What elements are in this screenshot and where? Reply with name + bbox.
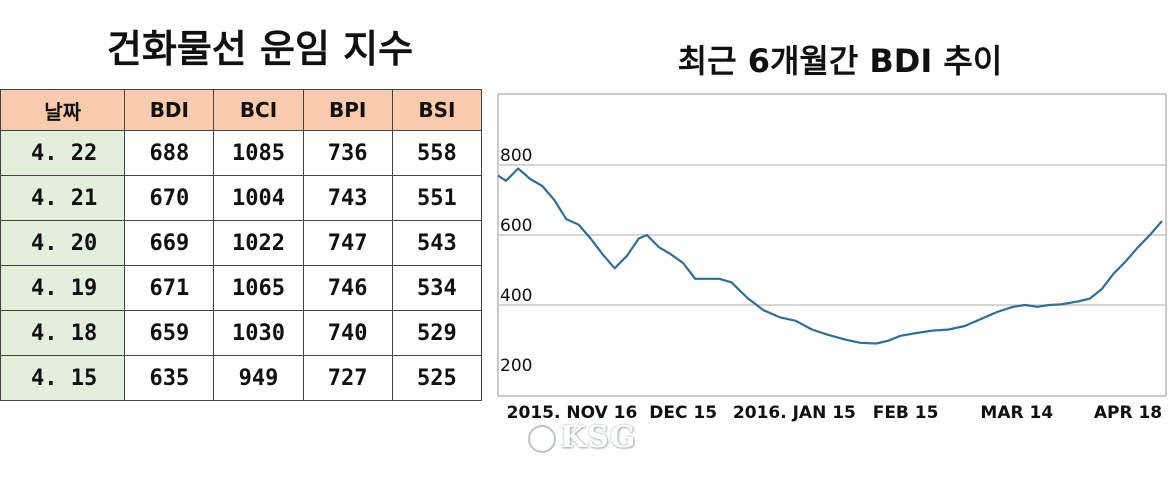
header-bsi: BSI: [391, 89, 483, 131]
x-tick-label: APR 18: [1094, 403, 1162, 423]
seal-icon: [528, 425, 556, 453]
bsi-cell: 543: [391, 220, 483, 266]
plot-frame: [497, 93, 1167, 397]
bci-cell: 1085: [213, 130, 304, 176]
y-tick-label: 600: [500, 216, 532, 236]
bdi-line-chart: 200 400 600 800 2015. NOV 16 DEC 15 2016. JAN…: [490, 90, 1170, 430]
series-layer: [497, 167, 1163, 345]
bci-cell: 1022: [213, 220, 304, 266]
bdi-cell: 670: [124, 175, 215, 221]
x-axis-ticks: 2015. NOV 16 DEC 15 2016. JAN 15 FEB 15 MAR …: [507, 403, 1162, 423]
date-cell: 4. 20: [0, 220, 126, 266]
date-cell: 4. 15: [0, 355, 126, 401]
bpi-cell: 736: [302, 130, 393, 176]
table-row: 4. 22 688 1085 736 558: [0, 130, 483, 176]
bpi-cell: 743: [302, 175, 393, 221]
bdi-cell: 635: [124, 355, 215, 401]
bdi-cell: 659: [124, 310, 215, 356]
header-bpi: BPI: [302, 89, 393, 131]
bsi-cell: 525: [391, 355, 483, 401]
bpi-cell: 747: [302, 220, 393, 266]
y-tick-label: 200: [500, 356, 532, 376]
x-tick-label: 2015. NOV 16: [507, 403, 638, 423]
x-tick-label: DEC 15: [649, 403, 717, 423]
bsi-cell: 558: [391, 130, 483, 176]
x-tick-label: FEB 15: [873, 403, 939, 423]
table-title: 건화물선 운임 지수: [106, 27, 414, 71]
header-bci: BCI: [213, 89, 304, 131]
bpi-cell: 746: [302, 265, 393, 311]
date-cell: 4. 21: [0, 175, 126, 221]
header-bdi: BDI: [124, 89, 215, 131]
header-date: 날짜: [0, 89, 126, 131]
date-cell: 4. 19: [0, 265, 126, 311]
bpi-cell: 727: [302, 355, 393, 401]
ksg-watermark: KSG: [528, 420, 653, 456]
table-row: 4. 20 669 1022 747 543: [0, 220, 483, 266]
bdi-series-line: [497, 167, 1163, 345]
bci-cell: 1004: [213, 175, 304, 221]
bci-cell: 949: [213, 355, 304, 401]
y-tick-label: 800: [500, 146, 532, 166]
date-cell: 4. 18: [0, 310, 126, 356]
table-row: 4. 18 659 1030 740 529: [0, 310, 483, 356]
date-cell: 4. 22: [0, 130, 126, 176]
bci-cell: 1030: [213, 310, 304, 356]
table-row: 4. 21 670 1004 743 551: [0, 175, 483, 221]
bsi-cell: 534: [391, 265, 483, 311]
bdi-cell: 669: [124, 220, 215, 266]
bci-cell: 1065: [213, 265, 304, 311]
bdi-chart-svg: 200 400 600 800 2015. NOV 16 DEC 15 2016. JAN…: [497, 93, 1167, 423]
watermark-text: KSG: [560, 420, 637, 455]
table-header-row: 날짜 BDI BCI BPI BSI: [0, 89, 483, 131]
table-row: 4. 19 671 1065 746 534: [0, 265, 483, 311]
bdi-cell: 671: [124, 265, 215, 311]
y-axis-ticks: 200 400 600 800: [500, 146, 532, 376]
x-tick-label: MAR 14: [980, 403, 1053, 423]
chart-title: 최근 6개월간 BDI 추이: [677, 42, 1003, 80]
freight-index-table: 날짜 BDI BCI BPI BSI 4. 22 688 1085 736 55…: [0, 89, 483, 401]
bsi-cell: 551: [391, 175, 483, 221]
y-tick-label: 400: [500, 286, 532, 306]
bsi-cell: 529: [391, 310, 483, 356]
bpi-cell: 740: [302, 310, 393, 356]
x-tick-label: 2016. JAN 15: [733, 403, 856, 423]
table-row: 4. 15 635 949 727 525: [0, 355, 483, 401]
bdi-cell: 688: [124, 130, 215, 176]
